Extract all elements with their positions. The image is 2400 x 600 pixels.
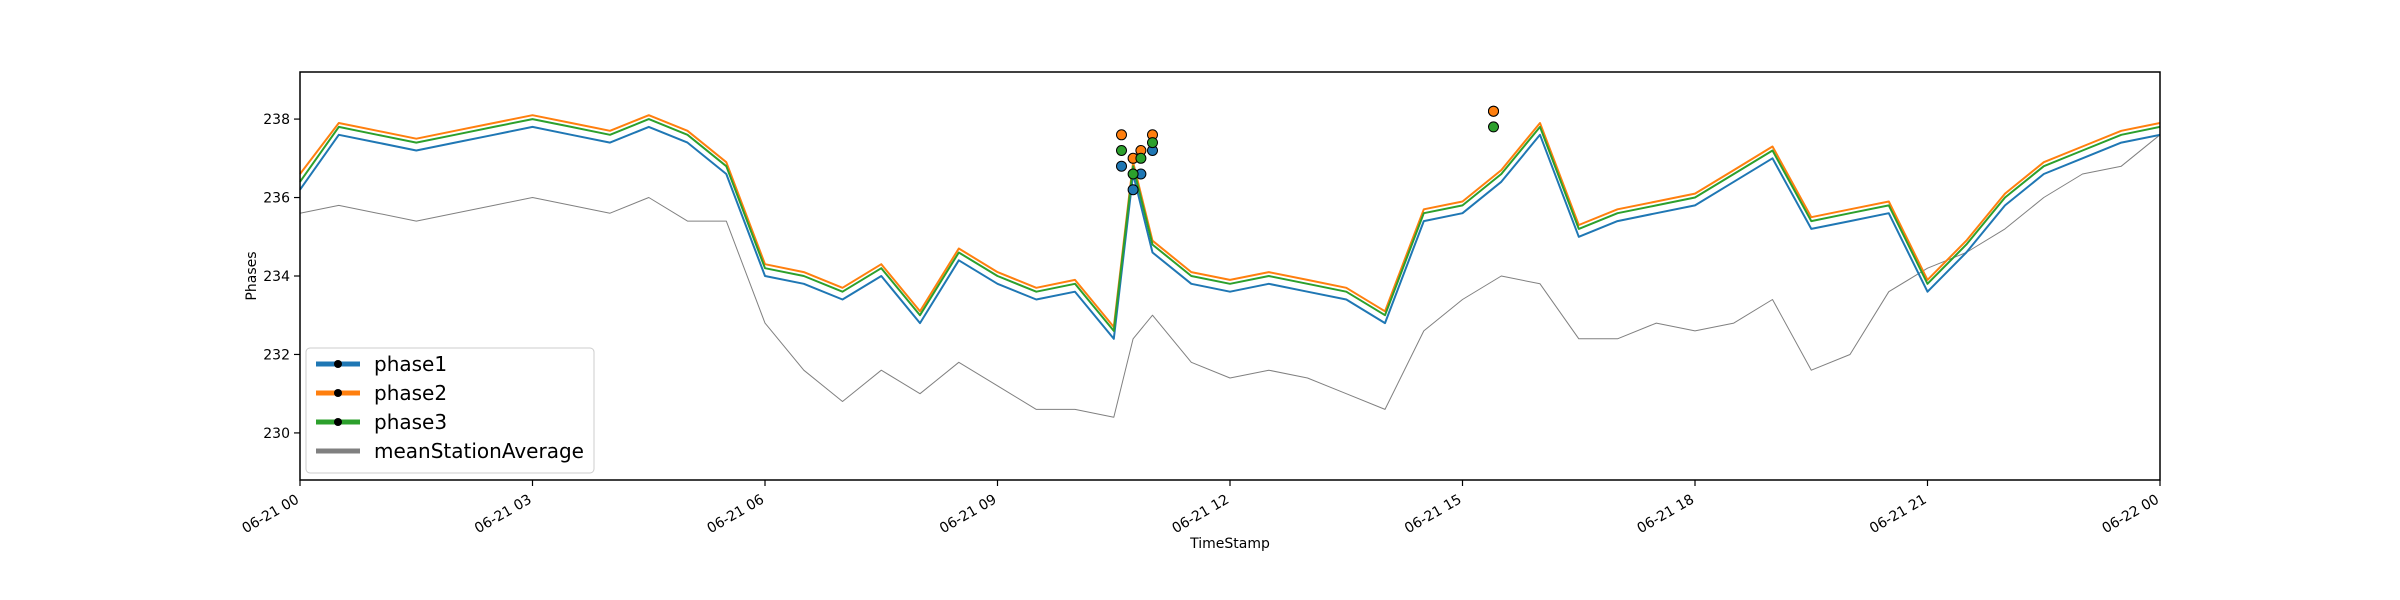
y-tick-label: 232 <box>263 347 290 363</box>
marker-phase2 <box>1116 129 1127 141</box>
y-axis-title: Phases <box>244 251 260 300</box>
series-line-phase1 <box>299 125 2161 340</box>
x-tick-label: 06-22 00 <box>2099 492 2162 537</box>
plot-area <box>300 72 2160 480</box>
legend-marker-phase1 <box>334 360 342 368</box>
x-tick-label: 06-21 18 <box>1634 492 1697 537</box>
x-tick-label: 06-21 21 <box>1867 492 1930 537</box>
legend-marker-phase3 <box>334 418 342 426</box>
x-tick-label: 06-21 00 <box>239 492 302 537</box>
legend-box <box>305 347 595 474</box>
y-tick-label: 234 <box>263 269 290 285</box>
legend-label-meanStationAverage: meanStationAverage <box>374 439 584 463</box>
marker-phase3 <box>1127 168 1139 180</box>
y-tick-label: 230 <box>263 426 290 442</box>
y-tick-label: 236 <box>263 191 290 207</box>
legend-marker-phase2 <box>334 389 342 397</box>
marker-phase3 <box>1135 152 1147 164</box>
x-tick-label: 06-21 03 <box>472 492 535 537</box>
x-tick-label: 06-21 09 <box>937 492 1000 537</box>
legend-label-phase2: phase2 <box>374 381 447 405</box>
x-axis-title: TimeStamp <box>1189 536 1270 552</box>
x-tick-label: 06-21 15 <box>1402 492 1465 537</box>
legend-label-phase1: phase1 <box>374 352 447 376</box>
marker-phase1 <box>1127 184 1139 196</box>
marker-phase1 <box>1116 160 1127 172</box>
series-layer <box>299 114 2161 418</box>
x-tick-label: 06-21 06 <box>704 492 767 537</box>
series-line-meanStationAverage <box>299 134 2161 418</box>
series-line-phase2 <box>299 114 2161 328</box>
y-tick-label: 238 <box>263 112 290 128</box>
x-tick-label: 06-21 12 <box>1169 492 1232 537</box>
marker-phase3 <box>1488 121 1499 133</box>
marker-phase3 <box>1116 145 1127 156</box>
series-line-phase3 <box>299 118 2161 332</box>
marker-layer <box>1116 105 1499 196</box>
y-axis: 230 232 234 236 238 <box>263 112 300 442</box>
legend: phase1 phase2 phase3 meanStationAverage <box>305 347 595 474</box>
marker-phase3 <box>1147 137 1158 149</box>
legend-label-phase3: phase3 <box>374 410 447 434</box>
x-axis: 06-21 00 06-21 03 06-21 06 06-21 09 06-21 12… <box>239 480 2162 537</box>
marker-phase2 <box>1488 105 1499 117</box>
